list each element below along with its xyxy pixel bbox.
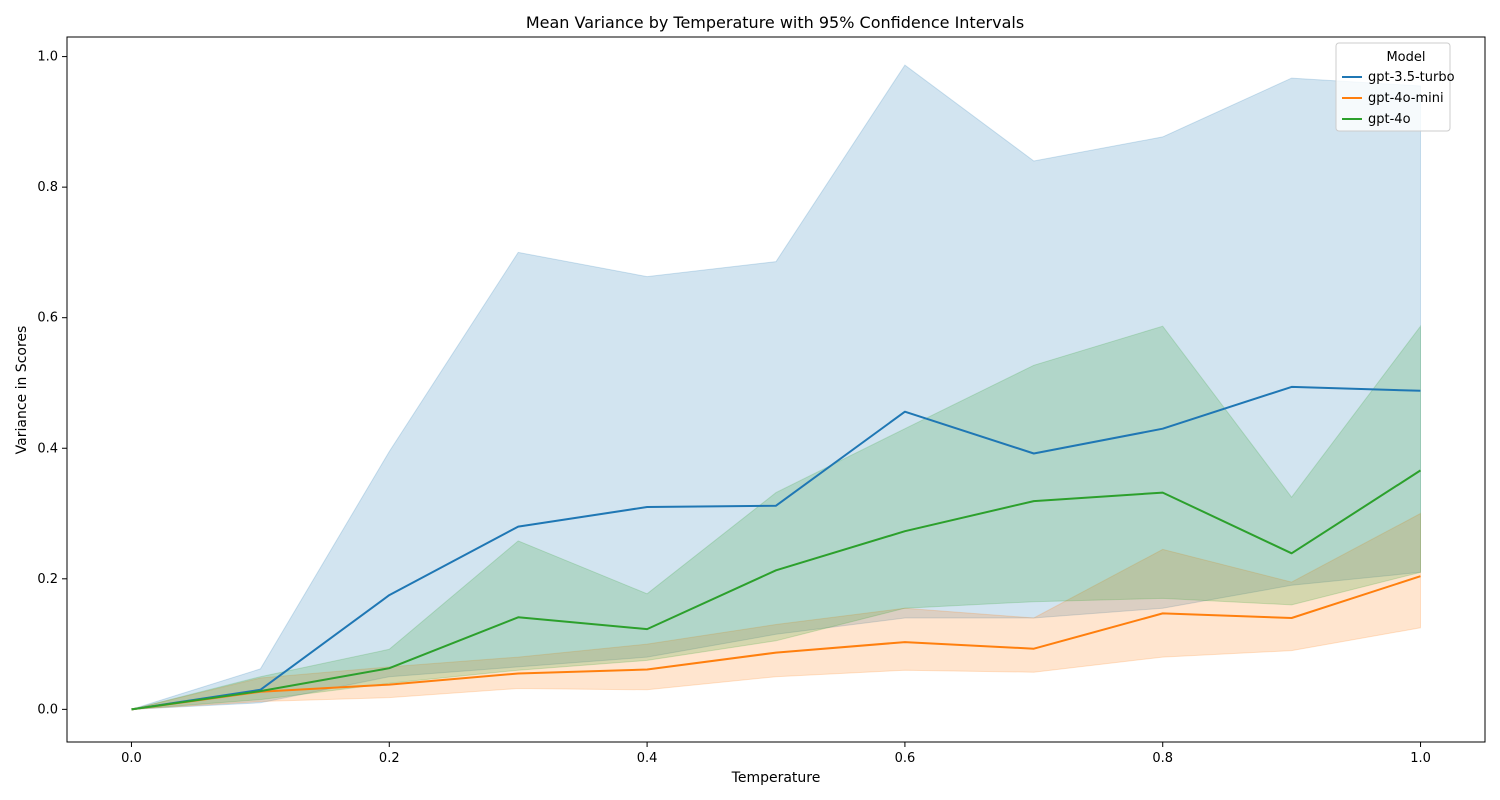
x-tick-label: 0.6 (895, 751, 916, 766)
series-line-0 (131, 385, 1421, 711)
legend-label-0: gpt-3.5-turbo (1368, 70, 1455, 85)
ci-band-0 (131, 64, 1421, 710)
legend-label-2: gpt-4o (1368, 112, 1411, 127)
legend: Model gpt-3.5-turbo gpt-4o-mini gpt-4o (1335, 42, 1455, 132)
legend-box (1335, 42, 1451, 132)
x-tick-label: 0.0 (121, 751, 142, 766)
ci-band-1 (131, 512, 1421, 710)
legend-label-1: gpt-4o-mini (1368, 91, 1444, 106)
chart-title: Mean Variance by Temperature with 95% Co… (526, 13, 1024, 32)
confidence-bands (131, 64, 1421, 710)
series-line-1 (131, 575, 1421, 711)
plot-frame (66, 36, 1486, 743)
y-tick-label: 0.4 (37, 441, 58, 456)
series-lines (131, 385, 1422, 711)
y-tick-label: 0.2 (37, 572, 58, 587)
x-tick-label: 0.2 (379, 751, 400, 766)
y-tick-label: 0.6 (37, 311, 58, 326)
x-axis-ticks: 0.0 0.2 0.4 0.6 0.8 1.0 (121, 742, 1431, 766)
y-tick-label: 0.0 (37, 702, 58, 717)
y-axis-ticks: 0.0 0.2 0.4 0.6 0.8 1.0 (37, 50, 67, 717)
legend-title: Model (1386, 50, 1425, 65)
y-tick-label: 0.8 (37, 180, 58, 195)
x-tick-label: 0.8 (1152, 751, 1173, 766)
y-tick-label: 1.0 (37, 50, 58, 65)
x-axis-label: Temperature (731, 770, 821, 786)
x-tick-label: 0.4 (637, 751, 658, 766)
series-line-2 (131, 469, 1422, 711)
ci-band-2 (131, 324, 1421, 710)
y-axis-label: Variance in Scores (14, 326, 30, 455)
x-tick-label: 1.0 (1410, 751, 1431, 766)
